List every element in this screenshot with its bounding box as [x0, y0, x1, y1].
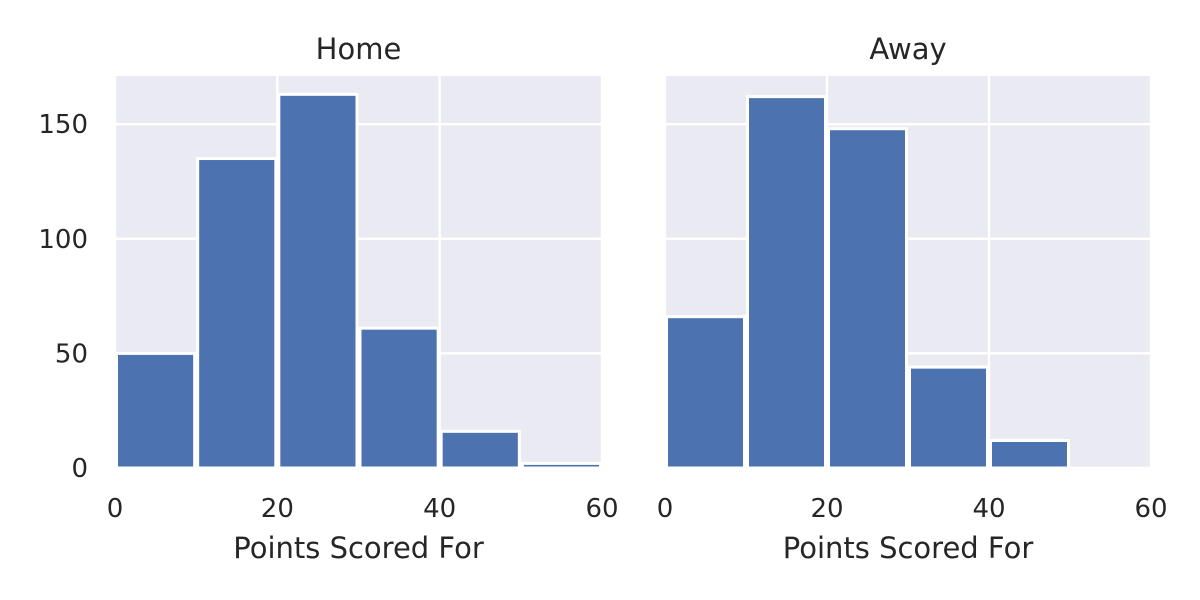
home-x-tick-label: 0 [107, 494, 124, 524]
home-y-tick-label: 50 [55, 339, 88, 369]
home-y-tick-label: 150 [38, 110, 88, 140]
away-bar-20-30 [827, 127, 908, 470]
away-bar-40-50 [989, 438, 1070, 470]
away-x-tick-label: 20 [810, 494, 843, 524]
home-bar-30-40 [358, 326, 440, 470]
home-x-tick-label: 60 [585, 494, 618, 524]
home-x-tick-label: 20 [261, 494, 294, 524]
away-bar-0-10 [665, 315, 746, 470]
home-y-tick-label: 100 [38, 225, 88, 255]
away-x-tick-label: 60 [1134, 494, 1167, 524]
away-bar-10-20 [746, 95, 827, 470]
away-x-axis-label: Points Scored For [783, 531, 1034, 565]
home-panel: 0 20 40 60 0 50 100 150 Home Points Scored For [38, 32, 618, 565]
away-panel: 0 20 40 60 Away Points Scored For [657, 32, 1168, 565]
away-x-tick-label: 0 [657, 494, 674, 524]
home-bar-20-30 [277, 92, 359, 470]
home-panel-title: Home [316, 32, 402, 66]
home-bar-40-50 [439, 429, 521, 470]
home-bar-50-60 [520, 461, 602, 470]
away-x-tick-label: 40 [972, 494, 1005, 524]
away-bar-30-40 [908, 365, 989, 470]
home-bar-10-20 [196, 157, 278, 470]
home-x-axis-label: Points Scored For [233, 531, 484, 565]
home-x-tick-label: 40 [423, 494, 456, 524]
home-y-tick-label: 0 [71, 454, 88, 484]
home-bar-0-10 [115, 351, 197, 470]
away-panel-title: Away [869, 32, 946, 66]
